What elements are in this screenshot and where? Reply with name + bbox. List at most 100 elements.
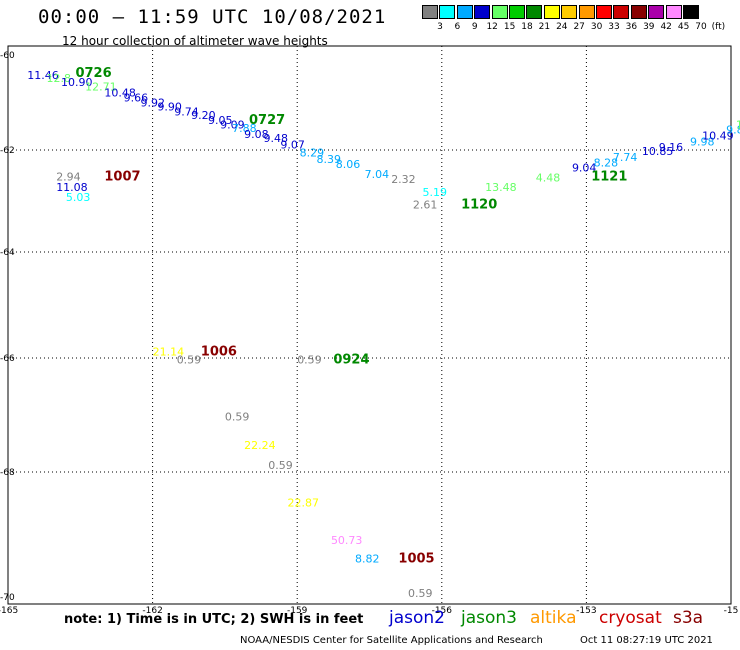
wave-height-value: 22.87 — [288, 496, 320, 509]
legend-label: 33 — [608, 22, 620, 32]
wave-height-value: 9.81 — [726, 123, 740, 136]
page-title: 00:00 – 11:59 UTC 10/08/2021 — [38, 6, 387, 28]
mission-label: altika — [530, 608, 577, 628]
legend-swatch — [561, 5, 578, 19]
wave-height-value: 9.20 — [191, 109, 216, 122]
legend-label: 24 — [556, 22, 568, 32]
wave-height-value: 10.90 — [61, 76, 93, 89]
wave-height-value: 9.74 — [174, 105, 199, 118]
legend-swatch — [422, 5, 438, 19]
wave-height-value: 7.04 — [365, 168, 390, 181]
wave-height-value: 7.74 — [613, 151, 638, 164]
mission-label: s3a — [673, 608, 704, 628]
legend-label: 39 — [643, 22, 655, 32]
legend-swatch — [630, 5, 647, 19]
mission-label: cryosat — [599, 608, 662, 628]
lat-tick-label: -70 — [0, 593, 15, 603]
wave-height-value: 9.04 — [572, 161, 597, 174]
time-label: 1006 — [201, 344, 237, 359]
time-label: 1120 — [461, 198, 497, 213]
legend-swatch — [491, 5, 508, 19]
wave-height-value: 2.61 — [413, 199, 438, 212]
wave-height-value: 9.09 — [220, 119, 245, 132]
legend-swatch — [526, 5, 543, 19]
lon-tick-label: -165 — [0, 606, 18, 616]
time-label: 1121 — [591, 170, 627, 185]
wave-height-value: 12.71 — [85, 81, 117, 94]
wave-height-value: 9.07 — [280, 139, 305, 152]
legend-label: 18 — [521, 22, 533, 32]
legend-swatch — [509, 5, 525, 19]
wave-height-value: 21.14 — [153, 345, 185, 358]
legend-swatch — [648, 5, 665, 19]
legend-label: 12 — [486, 22, 498, 32]
legend-swatch — [456, 5, 473, 19]
legend-label: 30 — [590, 22, 603, 32]
legend-swatch — [665, 5, 682, 19]
lon-tick-label: -15 — [724, 606, 739, 616]
wave-height-value: 0.59 — [177, 354, 202, 367]
wave-height-value: 10.49 — [702, 130, 734, 143]
wave-height-value: 9.16 — [659, 141, 684, 154]
lon-tick-label: -153 — [576, 606, 596, 616]
wave-height-value: 8.39 — [316, 153, 341, 166]
legend-label: 45 — [677, 22, 690, 32]
wave-height-value: 7.88 — [232, 122, 257, 135]
wave-height-value: 9.98 — [690, 135, 715, 148]
legend-label: 42 — [660, 22, 672, 32]
time-label: 1005 — [398, 552, 434, 567]
legend-swatch — [683, 5, 699, 19]
time-label: 0924 — [333, 353, 369, 368]
wave-height-value: 12.8 — [47, 72, 71, 85]
wave-height-value: 5.03 — [66, 191, 91, 204]
lat-tick-label: -62 — [0, 146, 15, 156]
page-subtitle: 12 hour collection of altimeter wave hei… — [62, 34, 328, 48]
lon-tick-label: -159 — [287, 606, 308, 616]
wave-height-value: 4.48 — [536, 172, 561, 185]
legend-swatch — [578, 5, 595, 19]
wave-height-value: 9.90 — [157, 101, 182, 114]
footnote: note: 1) Time is in UTC; 2) SWH is in fe… — [64, 612, 364, 627]
wave-height-value: 8.06 — [336, 158, 361, 171]
credit-line: NOAA/NESDIS Center for Satellite Applica… — [240, 635, 543, 646]
wave-height-value: 0.59 — [297, 354, 322, 367]
wave-height-value: 8.82 — [355, 553, 380, 566]
wave-height-value: 8.29 — [300, 147, 325, 160]
mission-label: jason3 — [461, 608, 517, 628]
lon-tick-label: -162 — [142, 606, 162, 616]
legend-swatch — [474, 5, 491, 19]
wave-height-value: 14.28 — [736, 119, 740, 132]
wave-height-value: 11.46 — [27, 69, 58, 82]
generation-timestamp: Oct 11 08:27:19 UTC 2021 — [580, 635, 713, 646]
lat-tick-label: -66 — [0, 354, 15, 364]
legend-label: 27 — [573, 22, 585, 32]
legend-label: 9 — [471, 22, 478, 32]
wave-height-value: 9.66 — [124, 92, 148, 105]
wave-height-value: 13.48 — [485, 181, 517, 194]
mission-label: jason2 — [389, 608, 445, 628]
time-label: 1007 — [104, 170, 140, 185]
legend-label: 21 — [538, 22, 551, 32]
legend-label: 6 — [454, 22, 461, 32]
time-label: 0726 — [75, 66, 111, 81]
map-frame — [7, 45, 732, 605]
wave-height-value: 0.59 — [408, 587, 433, 600]
legend-label: 70 — [695, 22, 707, 32]
legend-swatch — [439, 5, 456, 19]
wave-height-value: 8.28 — [594, 156, 619, 169]
lat-tick-label: -60 — [0, 51, 15, 61]
wave-height-value: 11.08 — [56, 181, 87, 194]
wave-height-value: 22.24 — [244, 439, 276, 452]
wave-height-value: 10.85 — [642, 145, 674, 158]
time-label: 0727 — [249, 113, 285, 128]
wave-height-value: 2.32 — [391, 173, 416, 186]
lon-tick-label: -156 — [432, 606, 453, 616]
legend-label: 36 — [625, 22, 638, 32]
lat-tick-label: -68 — [0, 468, 15, 478]
lat-tick-label: -64 — [0, 248, 15, 258]
wave-height-value: 9.08 — [244, 128, 269, 141]
wave-height-value: 0.59 — [268, 459, 293, 472]
wave-height-value: 0.59 — [225, 411, 250, 424]
wave-height-value: 2.94 — [56, 171, 80, 184]
